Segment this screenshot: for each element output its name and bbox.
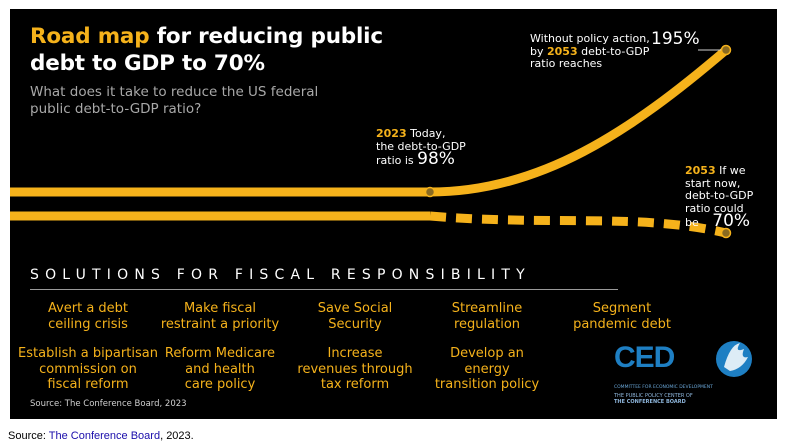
source-link[interactable]: The Conference Board	[48, 430, 161, 442]
annotation-text: Without policy action,	[530, 32, 650, 45]
annotation-text: by 2053 debt-to-GDP	[530, 44, 650, 58]
series-line-no-action	[10, 45, 731, 197]
subtitle: What does it take to reduce the US feder…	[30, 84, 319, 117]
solution-item: Avert a debt ceiling crisis	[47, 301, 129, 332]
solution-item: Develop an energy transition policy	[434, 346, 540, 392]
solution-item: Streamline regulation	[451, 301, 523, 332]
solution-item: Increase revenues through tax reform	[297, 346, 413, 392]
title-rest: for reducing public	[156, 24, 383, 49]
annotation-no-action: Without policy action, by 2053 debt-to-G…	[530, 32, 650, 71]
title-line-2: debt to GDP to 70%	[30, 51, 265, 76]
solution-item: Make fiscal restraint a priority	[160, 301, 280, 332]
series-line-policy-path	[429, 211, 728, 238]
data-point-2023	[424, 186, 436, 198]
ced-logo: CED COMMITTEE FOR ECONOMIC DEVELOPMENT T…	[614, 339, 764, 407]
flame-emblem-icon	[716, 341, 752, 377]
annotation-text: ratio reaches	[530, 57, 603, 70]
annotation-if-start: 2053 If we start now, debt-to-GDP ratio …	[685, 164, 754, 231]
data-point-2053-no-action	[720, 44, 732, 56]
annotation-value-195: 195%	[651, 29, 700, 49]
data-point-2053-policy	[720, 227, 732, 239]
annotation-today: 2023 Today, the debt-to-GDP ratio is 98%	[376, 127, 466, 169]
logo-tagline: THE PUBLIC POLICY CENTER OF THE CONFEREN…	[614, 393, 693, 405]
page-title: Road map for reducing public debt to GDP…	[30, 23, 383, 77]
outer-source: Source: The Conference Board, 2023.	[8, 430, 194, 442]
logo-wordmark: CED	[614, 341, 675, 374]
annotation-year: 2023	[376, 127, 407, 140]
logo-subtitle: COMMITTEE FOR ECONOMIC DEVELOPMENT	[614, 385, 713, 390]
annotation-year: 2053	[685, 164, 716, 177]
divider	[30, 289, 618, 290]
infographic-panel: Road map for reducing public debt to GDP…	[10, 9, 777, 419]
solution-item: Establish a bipartisan commission on fisca…	[18, 346, 158, 392]
debt-chart	[10, 44, 732, 239]
solution-item: Segment pandemic debt	[573, 301, 671, 332]
annotation-value-98: 98%	[417, 149, 455, 169]
solution-item: Save Social Security	[317, 301, 393, 332]
annotation-value-70: 70%	[712, 211, 751, 231]
inner-source: Source: The Conference Board, 2023	[30, 399, 187, 409]
solutions-heading: SOLUTIONS FOR FISCAL RESPONSIBILITY	[30, 267, 531, 283]
title-highlight: Road map	[30, 24, 150, 49]
solution-item: Reform Medicare and health care policy	[164, 346, 276, 392]
annotation-year: 2053	[547, 44, 578, 58]
